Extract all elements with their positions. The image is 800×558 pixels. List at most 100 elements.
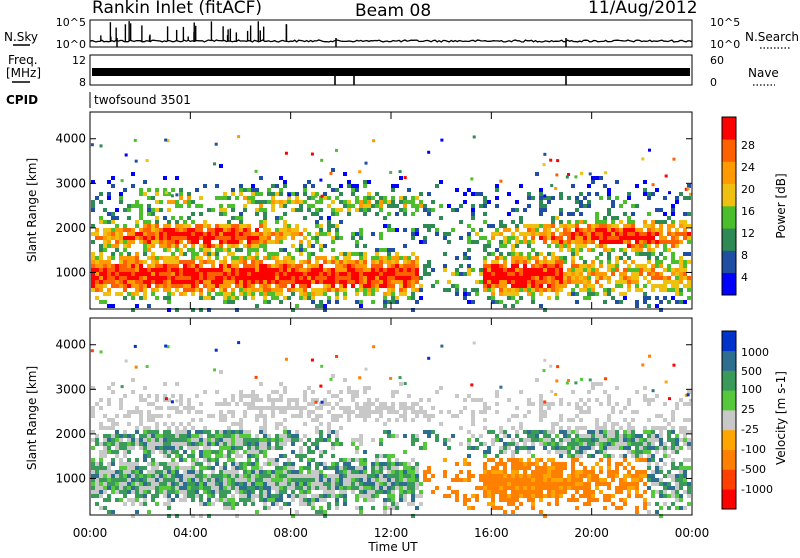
power-cell [483,244,487,248]
power-cell [643,180,647,184]
power-cell [91,143,94,146]
power-cell [355,208,359,212]
velocity-cell [107,470,111,474]
power-cell [143,228,147,232]
power-cell [595,276,599,280]
velocity-cell [255,438,259,442]
velocity-cell [343,502,347,506]
power-cell [607,288,611,292]
power-cell [243,296,247,300]
velocity-cell [291,494,295,498]
velocity-cell [463,406,467,410]
velocity-cell [379,406,383,410]
velocity-cell [271,470,275,474]
velocity-cell [607,482,611,486]
velocity-cell [215,434,219,438]
power-cell [167,292,171,296]
power-cell [523,284,527,288]
power-cell [575,276,579,280]
power-cell [555,280,559,284]
power-cell [547,228,551,232]
velocity-cell [363,458,367,462]
velocity-cell [599,434,603,438]
velocity-cell [243,470,247,474]
velocity-cell [551,470,555,474]
velocity-cell [587,486,591,490]
velocity-cell [615,430,619,434]
power-cell [179,228,183,232]
velocity-cell [147,482,151,486]
velocity-cell [667,434,671,438]
power-cell [391,188,395,192]
power-cell [607,192,611,196]
power-cell [195,224,199,228]
velocity-cell [479,410,483,414]
power-cell [255,264,259,268]
velocity-cell [651,478,655,482]
power-cell [291,228,295,232]
velocity-cell [491,498,495,502]
power-cell [227,232,231,236]
power-cell [219,164,223,168]
power-cell [639,232,643,236]
velocity-cell [255,398,259,402]
velocity-cell [255,454,259,458]
power-cell [355,200,359,204]
velocity-cell [591,494,595,498]
power-cell [267,276,271,280]
velocity-cell [135,498,139,502]
power-cell [107,264,111,268]
velocity-cell [563,450,567,454]
power-cell [343,252,347,256]
power-cell [663,288,667,292]
velocity-cell [643,506,647,510]
velocity-cell [351,410,355,414]
velocity-cell [383,478,387,482]
velocity-cell [155,438,159,442]
velocity-cell [379,474,383,478]
velocity-cell [607,434,611,438]
velocity-cell [191,474,195,478]
power-cell [615,224,619,228]
velocity-cell [323,462,327,466]
power-cell [123,248,127,252]
velocity-cell [327,502,331,506]
power-cell [187,284,191,288]
power-cell [539,268,543,272]
velocity-cell [503,474,507,478]
velocity-cell [291,442,295,446]
power-cell [231,268,235,272]
power-cell [583,196,587,200]
power-cell [163,248,167,252]
power-cell [535,276,539,280]
velocity-cell [271,458,275,462]
power-cell [239,288,243,292]
power-cell [191,240,195,244]
power-cell [147,204,151,208]
velocity-cell [287,462,291,466]
velocity-cell [243,494,247,498]
velocity-cell [151,442,155,446]
power-cell [511,244,515,248]
power-cell [379,268,383,272]
power-cell [470,177,473,180]
velocity-cell [655,394,659,398]
velocity-cell [575,482,579,486]
velocity-cell [551,458,555,462]
power-cell [371,196,375,200]
power-cell [667,224,671,228]
power-cell [403,260,407,264]
velocity-cell [263,406,267,410]
power-cell [207,208,211,212]
velocity-cell [411,434,415,438]
velocity-cell [395,486,399,490]
velocity-cell [135,474,139,478]
power-cell [559,280,563,284]
velocity-cell [363,462,367,466]
power-cell [447,280,451,284]
velocity-cell [643,470,647,474]
power-cell [183,280,187,284]
velocity-cell [543,466,547,470]
power-cell [579,256,583,260]
power-cell [343,204,347,208]
